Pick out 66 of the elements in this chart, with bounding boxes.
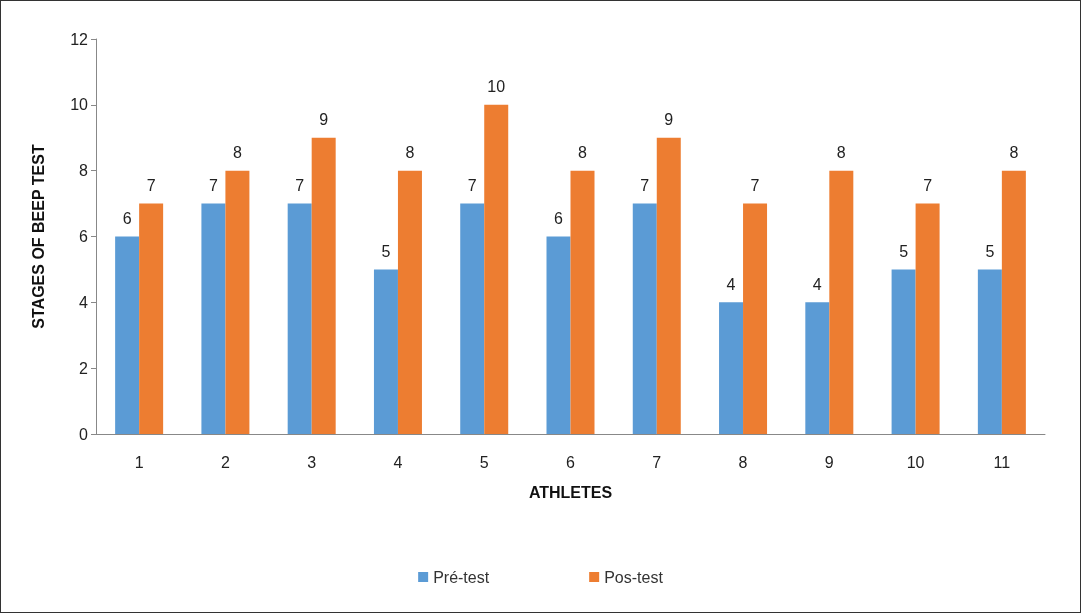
bar [829,170,854,434]
bar [1001,170,1026,434]
bar [891,269,916,434]
data-label: 4 [726,275,736,293]
bar [719,302,744,434]
legend-label: Pré-test [433,568,490,586]
bar [977,269,1002,434]
legend-label: Pos-test [604,568,664,586]
x-tick-label: 1 [134,453,144,471]
x-tick-label: 6 [566,453,576,471]
x-tick-label: 4 [393,453,403,471]
x-axis-title: ATHLETES [528,483,613,501]
data-label: 7 [146,177,156,195]
data-label: 10 [487,78,506,96]
data-label: 8 [405,144,415,162]
bar [570,170,595,434]
data-label: 7 [295,177,305,195]
data-label: 7 [923,177,933,195]
y-tick-label: 10 [70,96,89,114]
data-label: 7 [208,177,218,195]
data-label: 6 [122,210,132,227]
bar [397,170,422,434]
bar [115,236,140,434]
bar [201,203,226,434]
y-tick-label: 8 [79,162,89,180]
x-tick-label: 2 [220,453,230,471]
bar [546,236,571,434]
data-label: 5 [899,242,909,260]
data-label: 6 [554,210,564,227]
data-label: 9 [664,111,674,129]
data-label: 8 [232,144,242,162]
x-tick-label: 10 [906,453,925,471]
y-tick-label: 2 [79,359,89,377]
bar [460,203,485,434]
bar [805,302,830,434]
data-label: 5 [381,242,391,260]
y-tick-label: 6 [79,228,89,245]
x-tick-label: 5 [479,453,489,471]
data-label: 8 [836,144,846,162]
bar [287,203,312,434]
bar [915,203,940,434]
bar [656,137,681,434]
bar [139,203,164,434]
data-label: 5 [985,242,995,260]
x-tick-label: 7 [652,453,662,471]
data-label: 4 [812,275,822,293]
x-tick-label: 3 [307,453,317,471]
y-axis-title: STAGES OF BEEP TEST [29,144,47,329]
bar [225,170,250,434]
bar [743,203,768,434]
x-tick-label: 11 [993,453,1011,471]
bar [373,269,398,434]
data-label: 9 [319,111,329,129]
data-label: 7 [467,177,477,195]
data-label: 7 [750,177,760,195]
y-tick-label: 12 [70,30,89,48]
data-label: 7 [640,177,650,195]
bar [632,203,657,434]
y-tick-label: 0 [79,425,89,443]
data-label: 8 [578,144,588,162]
x-tick-label: 9 [824,453,834,471]
bar [484,104,509,434]
x-tick-label: 8 [738,453,748,471]
data-label: 8 [1009,144,1019,162]
y-tick-label: 4 [79,293,89,311]
bar [311,137,336,434]
